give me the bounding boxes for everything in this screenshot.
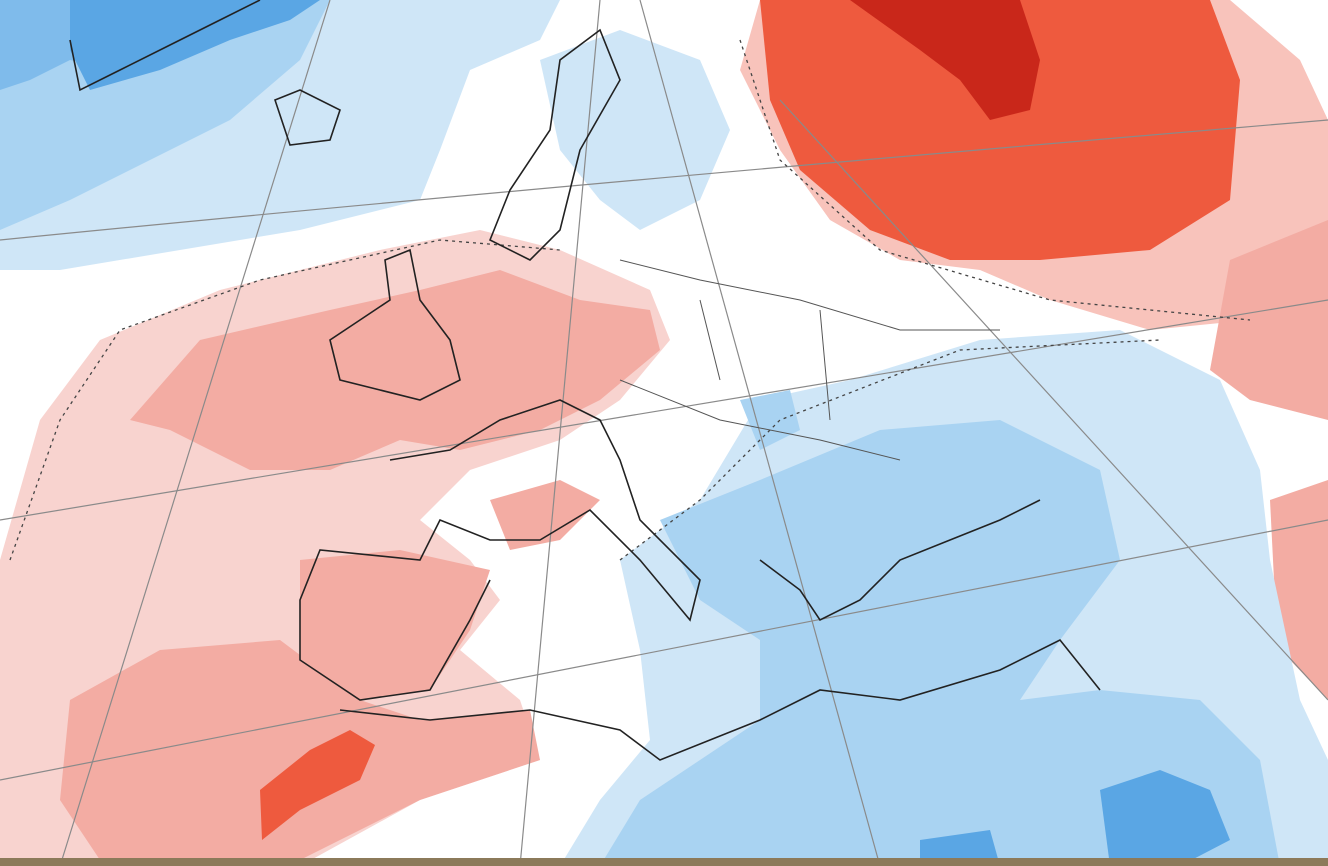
cool-region-light [540,30,730,230]
warm-region [1210,220,1328,420]
graticule [519,0,601,866]
warm-region [130,270,660,470]
graticule [779,99,1328,701]
graticule [639,0,881,866]
coastline [759,499,1041,622]
contour [9,239,561,561]
bottom-strip [0,858,1328,866]
graticule [59,0,331,866]
cool-region-strong [920,830,1000,866]
warm-region [490,480,600,550]
cool-region [740,390,800,450]
warm-region-extreme [850,0,1040,120]
coastline [69,0,261,92]
coastline [329,248,461,401]
warm-region [300,550,490,700]
greenland-anomaly [70,0,320,90]
warm-region-strong [760,0,1240,260]
coastline [299,399,701,701]
cool-region [600,420,1280,866]
warm-region [60,640,540,860]
graticule [0,299,1328,521]
coastline [274,89,341,146]
graticule [0,119,1328,241]
borders [619,259,1000,461]
cool-region-strong [1100,770,1230,866]
contour [739,39,1251,321]
coastline [488,28,621,261]
coastline [339,638,1101,761]
warm-region-strong [260,730,375,840]
warm-region [1270,480,1328,700]
